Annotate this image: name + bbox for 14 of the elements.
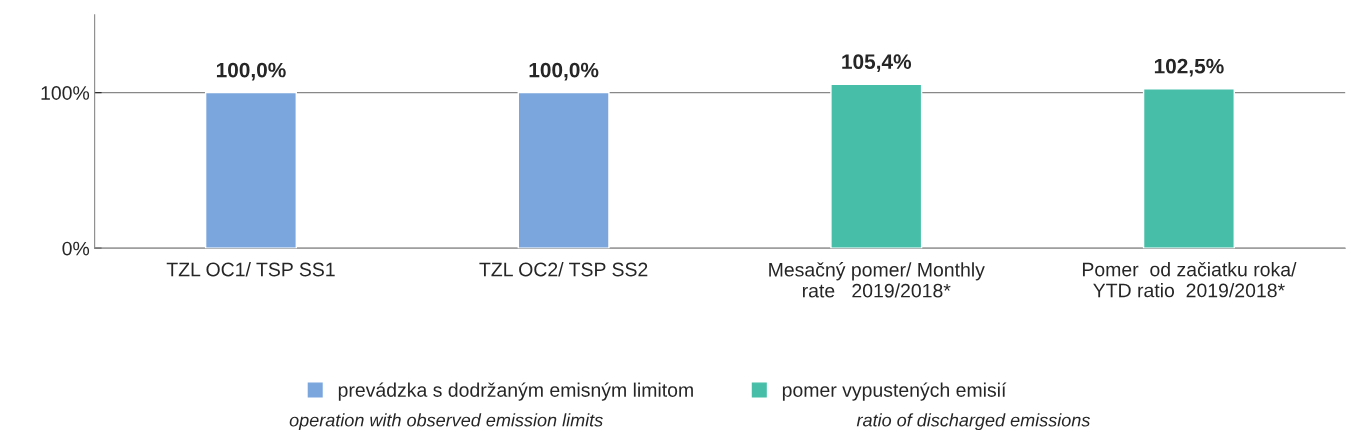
data-label: 100,0% xyxy=(529,62,599,81)
x-tick-label: TZL OC2/ TSP SS2 xyxy=(479,262,648,277)
data-label: 102,5% xyxy=(1154,58,1224,77)
legend-label: prevádzka s dodržaným emisným limitom xyxy=(338,382,693,401)
y-tick-label: 0% xyxy=(62,241,90,256)
data-label: 100,0% xyxy=(216,62,286,81)
text: operation with observed emission limits xyxy=(289,413,603,431)
y-tick-label: 100% xyxy=(41,86,90,100)
legend-label: pomer vypustených emisií xyxy=(782,382,1007,401)
x-tick-label: Mesačný pomer/ Monthly rate 2019/2018* xyxy=(769,262,985,298)
x-tick-label: Pomer od začiatku roka/ YTD ratio 2019/2018* xyxy=(1082,262,1297,298)
data-label: 105,4% xyxy=(842,54,912,73)
text: ratio of discharged emissions xyxy=(856,413,1090,431)
x-tick-label: TZL OC1/ TSP SS1 xyxy=(166,262,335,277)
